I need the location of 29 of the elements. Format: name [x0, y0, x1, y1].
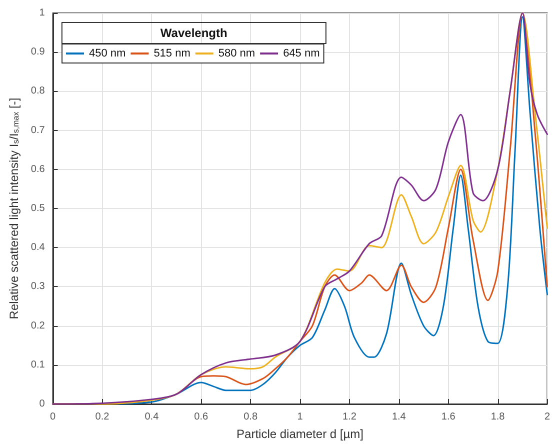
y-tick-label: 0.8: [30, 86, 46, 97]
y-tick-label: 0.7: [30, 124, 46, 136]
x-tick-label: 1.8: [490, 412, 506, 422]
x-tick-label: 1: [297, 412, 304, 422]
y-tick-label: 0.3: [30, 281, 46, 292]
legend-label: 645 nm: [283, 48, 320, 60]
x-tick-label: 0: [50, 412, 56, 422]
x-axis-title: Particle diameter d [µm]: [236, 427, 364, 441]
y-tick-label: 1: [39, 8, 46, 18]
y-tick-label: 0.9: [30, 46, 46, 58]
legend-label: 515 nm: [154, 48, 190, 60]
x-tick-label: 1.6: [441, 412, 456, 422]
y-tick-label: 0: [39, 398, 46, 410]
x-tick-label: 2: [544, 412, 550, 422]
y-tick-label: 0.6: [30, 164, 46, 175]
x-tick-label: 0.2: [95, 412, 110, 422]
y-tick-label: 0.1: [30, 359, 46, 370]
x-tick-label: 0.6: [194, 412, 209, 422]
y-axis-title: Relative scattered light intensity Is/Is,max [-]: [7, 98, 21, 320]
x-tick-label: 0.4: [144, 412, 160, 422]
legend-title: Wavelength: [160, 26, 228, 40]
legend-label: 580 nm: [218, 48, 256, 60]
x-tick-label: 0.8: [244, 412, 258, 422]
legend-label: 450 nm: [89, 48, 126, 60]
y-tick-label: 0.4: [30, 242, 46, 254]
y-tick-label: 0.5: [30, 203, 46, 214]
y-tick-label: 0.2: [30, 320, 46, 332]
x-tick-label: 1.4: [392, 412, 406, 422]
x-tick-label: 1.2: [342, 412, 357, 422]
